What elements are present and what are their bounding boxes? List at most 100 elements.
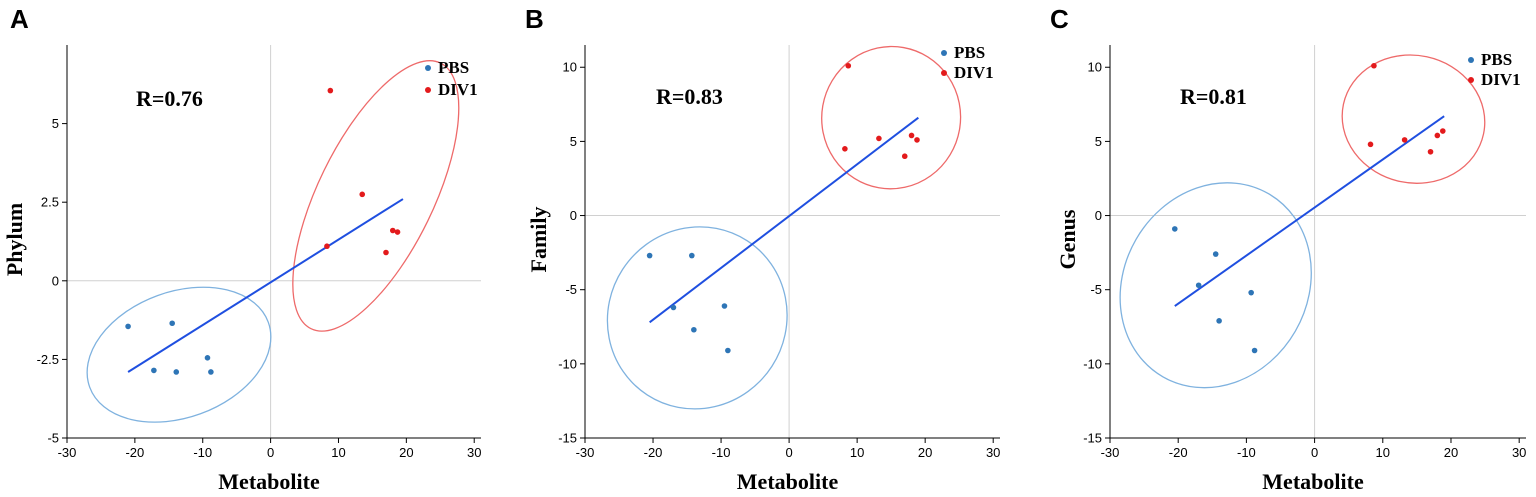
x-tick-label: -10 xyxy=(1237,445,1256,460)
panel-a: -30 -20 -10 0 10 20 30 -5 -2.5 0 2.5 5 PBS DIV1 R=0.76… xyxy=(2,4,481,494)
panel-letter: B xyxy=(525,4,544,34)
regression-line xyxy=(127,198,404,373)
y-tick-label: -15 xyxy=(558,431,577,446)
y-tick-label: 10 xyxy=(1088,60,1102,75)
x-tick-label: 30 xyxy=(1512,445,1526,460)
data-point-div1 xyxy=(324,243,330,250)
data-point-div1 xyxy=(1371,62,1377,69)
data-point-div1 xyxy=(845,62,852,69)
confidence-ellipse-pbs xyxy=(1119,182,1312,389)
x-axis-title: Metabolite xyxy=(218,469,320,494)
data-point-pbs xyxy=(204,355,211,361)
data-point-div1 xyxy=(908,132,915,139)
x-tick-label: 0 xyxy=(1311,445,1318,460)
data-point-div1 xyxy=(1440,128,1446,134)
y-tick-label: -5 xyxy=(1090,282,1102,297)
y-tick-label: 5 xyxy=(52,116,59,131)
data-point-div1 xyxy=(1434,132,1441,139)
x-tick-label: 10 xyxy=(850,445,864,460)
y-tick-label: -15 xyxy=(1083,431,1102,446)
data-point-pbs xyxy=(1195,282,1202,289)
legend-label-pbs: PBS xyxy=(1481,50,1512,69)
data-point-pbs xyxy=(169,320,175,327)
x-axis-title: Metabolite xyxy=(1262,469,1364,494)
x-tick-label: 20 xyxy=(1444,445,1458,460)
legend-marker-pbs xyxy=(1468,57,1474,63)
data-point-div1 xyxy=(1367,141,1374,148)
confidence-ellipse-pbs xyxy=(606,226,788,410)
x-tick-label: -10 xyxy=(193,445,212,460)
correlation-label: R=0.81 xyxy=(1180,84,1247,109)
x-tick-label: 10 xyxy=(1376,445,1390,460)
data-point-div1 xyxy=(901,153,908,160)
data-point-pbs xyxy=(125,323,131,330)
legend-label-pbs: PBS xyxy=(954,43,985,62)
data-point-pbs xyxy=(151,367,157,374)
legend-label-div1: DIV1 xyxy=(438,80,478,99)
y-tick-label: -5 xyxy=(47,431,59,446)
data-point-div1 xyxy=(327,87,334,94)
confidence-ellipse-pbs xyxy=(86,286,272,423)
data-point-div1 xyxy=(876,135,882,142)
x-axis-title: Metabolite xyxy=(737,469,839,494)
data-point-pbs xyxy=(689,252,695,259)
x-tick-label: -30 xyxy=(1101,445,1120,460)
y-tick-label: -10 xyxy=(1083,356,1102,371)
x-tick-label: 20 xyxy=(399,445,413,460)
x-tick-label: -20 xyxy=(1169,445,1188,460)
x-tick-label: 20 xyxy=(918,445,932,460)
data-point-pbs xyxy=(173,369,180,375)
legend-marker-div1 xyxy=(425,87,431,93)
data-point-pbs xyxy=(1171,226,1178,232)
panel-letter: A xyxy=(10,4,29,34)
legend-marker-div1 xyxy=(941,70,947,76)
y-tick-label: -5 xyxy=(565,282,577,297)
data-point-pbs xyxy=(1212,251,1219,257)
confidence-ellipse-div1 xyxy=(821,45,962,190)
x-tick-label: 0 xyxy=(267,445,274,460)
y-tick-label: 5 xyxy=(570,134,577,149)
x-tick-label: 30 xyxy=(467,445,481,460)
y-axis-title: Phylum xyxy=(2,203,27,276)
data-point-pbs xyxy=(1251,347,1258,354)
data-point-pbs xyxy=(1248,289,1254,296)
x-tick-label: -30 xyxy=(58,445,77,460)
y-tick-label: 0 xyxy=(52,273,59,288)
data-point-div1 xyxy=(389,227,396,234)
legend-label-div1: DIV1 xyxy=(1481,70,1521,89)
data-point-div1 xyxy=(359,191,366,198)
data-point-pbs xyxy=(670,304,677,311)
correlation-label: R=0.76 xyxy=(136,86,203,111)
confidence-ellipse-div1 xyxy=(1341,54,1486,184)
data-point-pbs xyxy=(1216,318,1222,324)
x-tick-label: -30 xyxy=(576,445,595,460)
x-tick-label: 0 xyxy=(785,445,792,460)
data-point-pbs xyxy=(646,252,653,259)
data-point-div1 xyxy=(1401,137,1408,143)
x-tick-label: -20 xyxy=(125,445,144,460)
y-axis-title: Family xyxy=(526,207,551,273)
y-tick-label: 0 xyxy=(1095,208,1102,223)
data-point-div1 xyxy=(842,146,848,152)
y-axis-title: Genus xyxy=(1055,209,1080,269)
data-point-div1 xyxy=(1427,148,1434,155)
regression-line xyxy=(1174,115,1445,307)
x-tick-label: 30 xyxy=(986,445,1000,460)
x-tick-label: 10 xyxy=(331,445,345,460)
data-point-pbs xyxy=(721,303,728,309)
legend-label-pbs: PBS xyxy=(438,58,469,77)
data-point-pbs xyxy=(725,347,731,354)
confidence-ellipse-div1 xyxy=(292,60,460,332)
data-point-pbs xyxy=(208,369,214,375)
data-point-div1 xyxy=(383,249,389,256)
y-tick-label: -2.5 xyxy=(37,352,59,367)
data-point-div1 xyxy=(914,137,920,143)
data-point-pbs xyxy=(691,326,697,333)
x-tick-label: -20 xyxy=(644,445,663,460)
x-tick-label: -10 xyxy=(712,445,731,460)
y-tick-label: 5 xyxy=(1095,134,1102,149)
panel-letter: C xyxy=(1050,4,1069,34)
